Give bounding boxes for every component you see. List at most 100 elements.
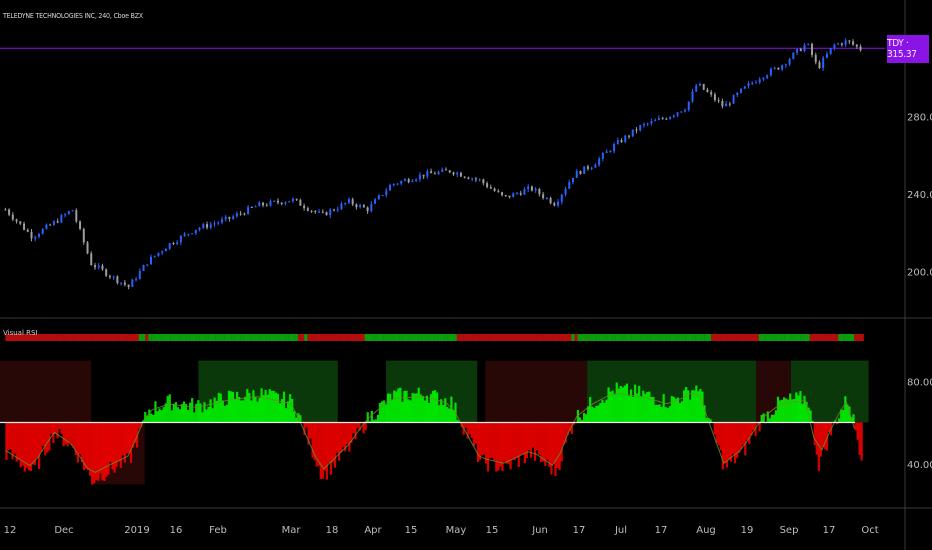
status-strip-cell <box>444 334 448 341</box>
status-strip-cell <box>437 334 442 341</box>
candle-body <box>93 265 96 268</box>
rsi-bar <box>754 422 757 436</box>
rsi-bar <box>148 409 151 423</box>
candle-body <box>79 221 82 229</box>
candle-body <box>120 282 123 284</box>
candle-body <box>433 173 436 175</box>
status-strip-cell <box>30 334 35 341</box>
status-strip-cell <box>170 334 174 341</box>
candle-body <box>407 179 410 183</box>
candle-body <box>542 194 545 199</box>
status-strip-cell <box>390 334 394 341</box>
candle-body <box>56 221 59 223</box>
candle-body <box>183 233 186 236</box>
candle-body <box>232 216 235 219</box>
candle-body <box>250 207 253 209</box>
status-strip-cell <box>542 334 546 341</box>
candle-body <box>601 153 604 159</box>
rsi-bar <box>115 422 118 467</box>
status-strip-cell <box>825 334 829 341</box>
status-strip-cell <box>100 334 105 341</box>
status-strip-cell <box>707 334 712 341</box>
rsi-bar <box>809 410 812 423</box>
candle-body <box>754 82 757 84</box>
rsi-bar <box>260 388 263 423</box>
status-strip-cell <box>634 334 639 341</box>
candle-body <box>220 219 223 223</box>
status-strip-cell <box>771 334 775 341</box>
rsi-bar <box>589 397 592 423</box>
status-strip-cell <box>469 334 473 341</box>
candle-body <box>11 214 14 220</box>
rsi-bar <box>672 396 675 423</box>
candle-body <box>239 213 242 215</box>
status-strip-cell <box>161 334 165 341</box>
status-strip-cell <box>275 334 279 341</box>
candle-body <box>310 210 313 212</box>
rsi-bar <box>640 396 643 423</box>
candle-body <box>108 275 111 278</box>
status-strip-cell <box>615 334 620 341</box>
rsi-bar <box>166 396 169 423</box>
rsi-pane[interactable] <box>0 334 869 485</box>
rsi-bar <box>562 422 565 445</box>
candle-body <box>332 209 335 211</box>
status-strip-cell <box>545 334 550 341</box>
time-axis-tick: Aug <box>696 525 716 536</box>
rsi-bar <box>727 422 731 460</box>
rsi-bar <box>585 414 588 423</box>
status-strip-cell <box>301 334 305 341</box>
candle-body <box>822 57 825 69</box>
rsi-bar <box>731 422 735 455</box>
status-strip-cell <box>504 334 508 341</box>
status-strip-cell <box>822 334 826 341</box>
candle-body <box>362 205 365 208</box>
rsi-bar <box>121 422 124 456</box>
status-strip-cell <box>803 334 807 341</box>
rsi-bar <box>848 406 851 423</box>
status-strip-cell <box>809 334 813 341</box>
candle-body <box>523 189 526 195</box>
rsi-bar <box>311 422 314 458</box>
rsi-bar <box>560 422 563 462</box>
rsi-bar <box>474 422 477 444</box>
rsi-bar <box>787 399 790 423</box>
candle-body <box>695 85 698 92</box>
status-strip-cell <box>498 334 502 341</box>
status-strip-cell <box>774 334 779 341</box>
candle-body <box>60 215 63 223</box>
rsi-bar <box>266 394 269 423</box>
status-strip-cell <box>339 334 343 341</box>
candle-body <box>389 185 392 191</box>
rsi-bar <box>240 400 243 423</box>
rsi-bar <box>393 390 396 423</box>
candle-body <box>609 151 612 153</box>
status-strip-cell <box>259 334 263 341</box>
rsi-bar <box>91 422 94 485</box>
rsi-bar <box>689 399 692 423</box>
candle-body <box>265 205 268 207</box>
candle-body <box>243 213 246 215</box>
rsi-bar <box>774 410 778 423</box>
rsi-bar <box>648 391 651 423</box>
rsi-bar <box>468 422 471 434</box>
rsi-bar <box>568 422 571 432</box>
time-axis-tick: 17 <box>823 525 836 536</box>
rsi-bar <box>282 391 286 423</box>
rsi-bar <box>595 405 598 423</box>
rsi-bar <box>164 403 167 423</box>
status-strip-cell <box>307 334 311 341</box>
rsi-bar <box>709 419 712 423</box>
candle-body <box>743 86 746 89</box>
candle-body <box>82 228 85 243</box>
rsi-bar <box>776 396 780 423</box>
candle-body <box>198 227 201 230</box>
rsi-bar <box>419 394 422 423</box>
status-strip-cell <box>75 334 79 341</box>
price-pane[interactable] <box>0 38 885 290</box>
rsi-bar <box>11 422 14 460</box>
rsi-bar <box>289 394 292 423</box>
rsi-bar <box>272 390 275 423</box>
status-strip-cell <box>644 334 648 341</box>
